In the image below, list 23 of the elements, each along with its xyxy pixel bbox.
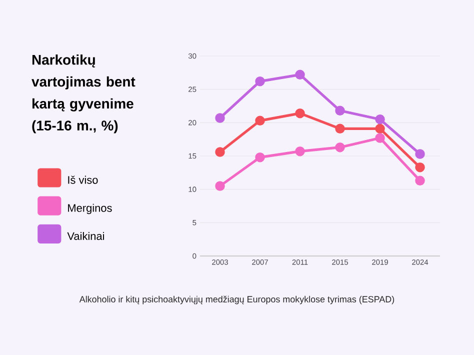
point — [415, 176, 425, 186]
point — [415, 162, 425, 172]
point — [255, 152, 265, 162]
point — [375, 114, 385, 124]
point — [335, 142, 345, 152]
text: Alkoholio ir kitų psichoaktyviųjų medžiagų Europos mokyklose tyrimas (ESPAD) — [79, 296, 394, 304]
point — [295, 70, 305, 80]
point — [375, 124, 385, 134]
point — [335, 106, 345, 116]
text: Narkotikų vartojimas bent kartą gyvenime (15-16 m., %) — [32, 54, 136, 134]
legend-label: Vaikinai — [67, 232, 104, 240]
point — [375, 133, 385, 143]
point — [335, 124, 345, 134]
point — [215, 181, 225, 191]
legend-label: Merginos — [68, 204, 112, 214]
legend-label: Iš viso — [68, 176, 98, 184]
point — [215, 113, 225, 123]
point — [415, 149, 425, 159]
point — [295, 146, 305, 156]
point — [215, 147, 225, 157]
point — [255, 116, 265, 126]
point — [255, 76, 265, 86]
point — [295, 108, 305, 118]
